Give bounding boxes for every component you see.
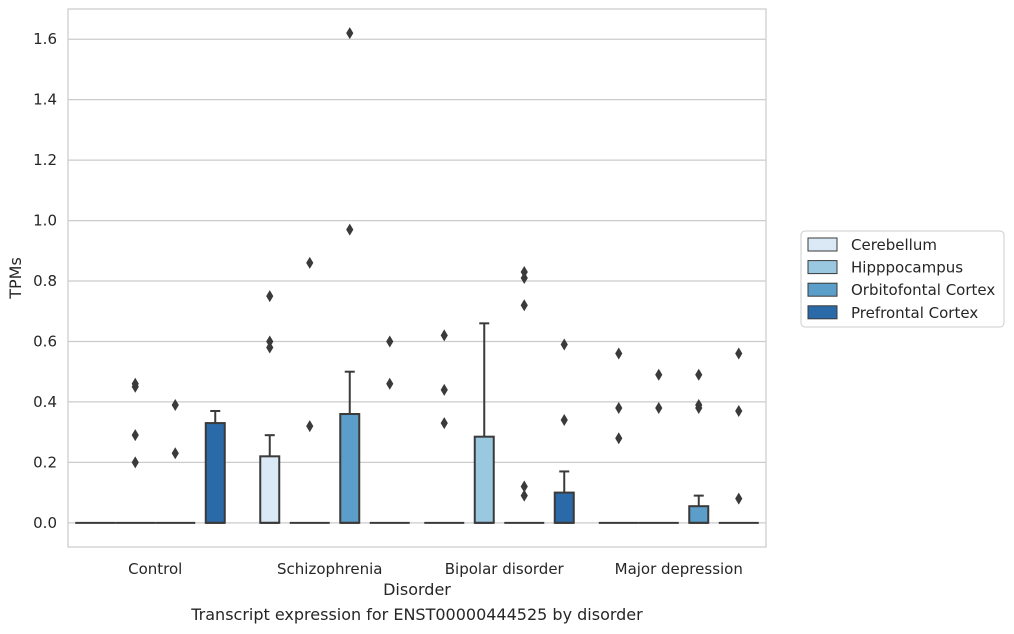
outlier-point [520, 489, 528, 502]
legend-label: Cerebellum [851, 236, 937, 254]
legend: Cerebellum Hipppocampus Orbitofontal Corte… [800, 230, 1005, 328]
plot-frame [67, 8, 767, 548]
y-tick-label: 1.4 [33, 91, 57, 109]
x-axis-title: Disorder [383, 580, 451, 599]
box [553, 491, 575, 524]
y-tick-label: 0.2 [33, 453, 57, 471]
outlier-point [171, 447, 179, 460]
outlier-point [346, 27, 354, 40]
outlier-marks [131, 27, 743, 505]
outlier-point [306, 256, 314, 269]
y-tick-label: 0.8 [33, 272, 57, 290]
box [688, 505, 710, 524]
outlier-point [440, 417, 448, 430]
legend-label: Orbitofontal Cortex [851, 281, 995, 299]
y-tick-label: 0.4 [33, 393, 57, 411]
outlier-point [440, 329, 448, 342]
x-tick-label: Schizophrenia [277, 560, 382, 578]
legend-swatch [807, 260, 838, 275]
y-tick-label: 1.6 [33, 30, 57, 48]
y-axis-ticks: 0.0 0.2 0.4 0.6 0.8 1.0 1.2 1.4 1.6 [33, 30, 57, 532]
outlier-point [266, 290, 274, 303]
outlier-point [346, 223, 354, 236]
outlier-point [735, 347, 743, 360]
outlier-point [655, 368, 663, 381]
outlier-point [560, 338, 568, 351]
box-marks [75, 322, 759, 524]
outlier-point [266, 335, 274, 348]
box [339, 413, 361, 524]
outlier-point [386, 335, 394, 348]
outlier-point [735, 492, 743, 505]
outlier-point [615, 347, 623, 360]
chart-caption: Transcript expression for ENST0000044452… [191, 605, 643, 624]
plot-background [68, 9, 766, 547]
outlier-point [520, 299, 528, 312]
y-axis-title: TPMs [6, 257, 25, 300]
box [473, 435, 495, 524]
outlier-point [131, 429, 139, 442]
box [204, 422, 226, 524]
legend-frame [800, 230, 1005, 328]
grid-lines [68, 38, 766, 524]
outlier-point [306, 420, 314, 433]
x-tick-label: Major depression [615, 560, 743, 578]
outlier-point [520, 265, 528, 278]
y-tick-label: 0.0 [33, 514, 57, 532]
outlier-point [440, 383, 448, 396]
outlier-point [615, 401, 623, 414]
outlier-point [171, 398, 179, 411]
outlier-point [615, 432, 623, 445]
outlier-point [131, 380, 139, 393]
outlier-point [131, 456, 139, 469]
y-tick-label: 1.2 [33, 151, 57, 169]
outlier-point [520, 480, 528, 493]
x-tick-label: Bipolar disorder [445, 560, 565, 578]
outlier-point [735, 404, 743, 417]
legend-swatch [807, 282, 838, 297]
outlier-point [386, 377, 394, 390]
outlier-point [695, 401, 703, 414]
outlier-point [520, 272, 528, 284]
box [259, 455, 281, 524]
outlier-point [655, 401, 663, 414]
legend-label: Hipppocampus [851, 259, 963, 277]
x-tick-label: Control [128, 560, 182, 578]
y-tick-label: 1.0 [33, 212, 57, 230]
x-axis-ticks: Control Schizophrenia Bipolar disorder Majo… [128, 560, 743, 578]
legend-label: Prefrontal Cortex [851, 304, 978, 322]
y-tick-label: 0.6 [33, 332, 57, 350]
outlier-point [560, 414, 568, 427]
legend-swatch [807, 237, 838, 252]
legend-swatch [807, 305, 838, 320]
outlier-point [695, 368, 703, 381]
outlier-point [266, 341, 274, 354]
